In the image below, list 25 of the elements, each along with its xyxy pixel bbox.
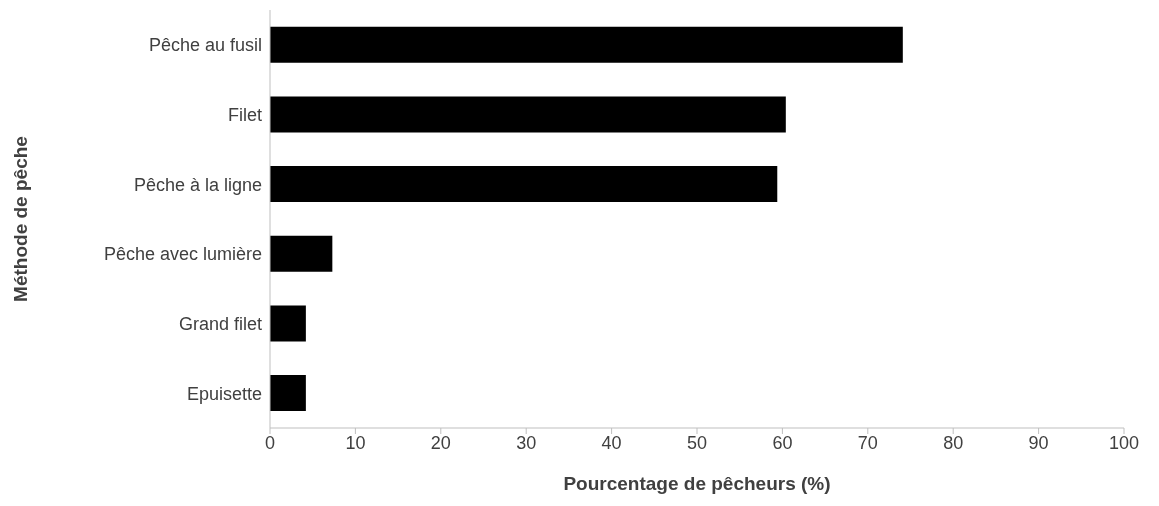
y-tick-label: Pêche avec lumière <box>103 244 262 265</box>
x-tick-label: 70 <box>857 432 878 453</box>
y-tick-label: Epuisette <box>186 383 262 404</box>
y-axis-title: Méthode de pêche <box>9 136 31 302</box>
bar <box>270 96 786 133</box>
y-tick-label: Grand filet <box>178 313 262 334</box>
x-tick-label: 40 <box>601 432 622 453</box>
x-tick-label: 100 <box>1108 432 1140 453</box>
bar <box>270 375 306 412</box>
y-tick-label: Filet <box>227 104 262 125</box>
x-tick-label: 60 <box>772 432 793 453</box>
x-tick-label: 20 <box>430 432 451 453</box>
x-tick-label: 80 <box>943 432 964 453</box>
x-axis-title: Pourcentage de pêcheurs (%) <box>563 473 831 494</box>
x-tick-label: 50 <box>686 432 708 453</box>
bar <box>270 166 778 203</box>
x-tick-label: 10 <box>345 432 366 453</box>
y-tick-label: Pêche au fusil <box>148 35 262 56</box>
bar <box>270 305 306 342</box>
bar <box>270 235 333 272</box>
x-tick-label: 90 <box>1028 432 1049 453</box>
y-tick-label: Pêche à la ligne <box>133 174 262 195</box>
x-tick-label: 30 <box>516 432 537 453</box>
x-tick-label: 0 <box>264 432 276 453</box>
bar <box>270 26 903 63</box>
